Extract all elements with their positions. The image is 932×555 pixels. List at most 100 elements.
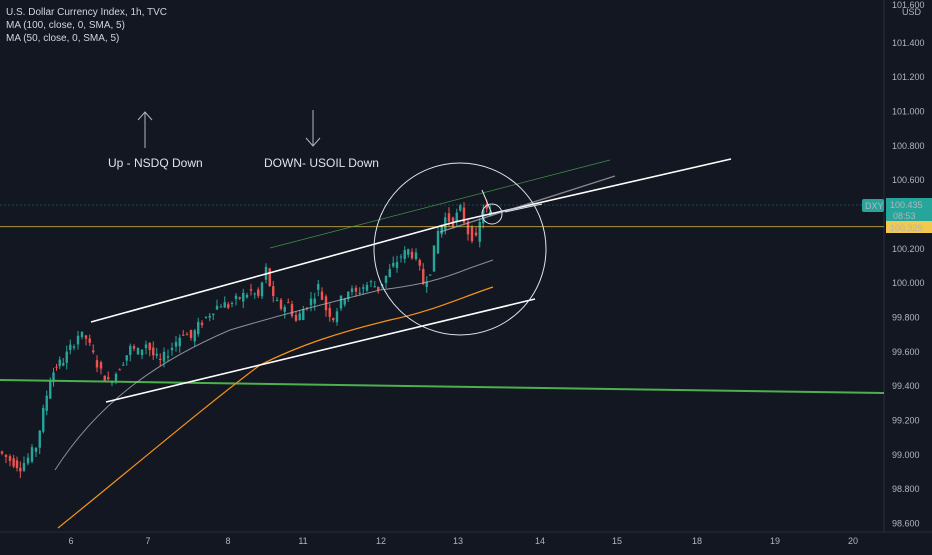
price-tick-label: 99.200: [892, 415, 920, 425]
pointer-arrow: [504, 203, 543, 213]
candle-body: [136, 347, 140, 355]
candle-body: [99, 362, 103, 369]
candle-body: [148, 342, 151, 351]
candle-body: [447, 213, 451, 222]
time-tick-label: 15: [612, 536, 622, 546]
time-tick-label: 8: [225, 536, 230, 546]
candle-body: [76, 335, 80, 345]
candle-body: [144, 344, 148, 349]
candle-body: [215, 305, 219, 310]
candle-body: [455, 212, 458, 222]
candle-body: [185, 334, 189, 336]
candle-body: [4, 454, 8, 457]
candle-body: [418, 260, 421, 266]
up-annotation: Up - NSDQ Down: [108, 156, 203, 170]
candle-body: [407, 249, 410, 255]
price-axis[interactable]: 101.400 101.200 101.000 100.800 100.600 100.2…: [892, 0, 925, 528]
time-tick-label: 12: [376, 536, 386, 546]
candle-body: [223, 302, 226, 308]
candle-body: [193, 330, 196, 342]
candle-body: [253, 293, 256, 295]
candle-body: [377, 286, 380, 291]
candle-body: [238, 297, 241, 299]
candle-body: [302, 309, 305, 321]
candle-body: [313, 298, 316, 304]
candle-body: [42, 407, 45, 432]
currency-label: USD: [902, 7, 922, 17]
candle-body: [189, 329, 193, 338]
candle-body: [197, 321, 200, 335]
candle-body: [257, 289, 260, 296]
line-price-badge-value: 100.329: [890, 223, 923, 233]
candle-body: [358, 292, 361, 294]
candle-body: [320, 291, 324, 300]
candle-body: [332, 318, 335, 321]
candle-body: [84, 335, 88, 339]
candle-body: [95, 360, 99, 368]
candle-body: [414, 252, 418, 260]
price-badge-value: 100.435: [890, 200, 923, 210]
ma100-line: [54, 259, 494, 471]
candle-body: [298, 313, 301, 321]
candle-body: [395, 262, 399, 269]
candle-body: [373, 286, 376, 288]
price-tick-label: 101.400: [892, 38, 925, 48]
candle-body: [12, 458, 15, 467]
time-axis[interactable]: 6 7 8 11 12 13 14 15 18 19 20: [68, 536, 858, 546]
line-price-badge: [886, 221, 932, 233]
candle-body: [0, 451, 4, 454]
price-tick-label: 101.600: [892, 0, 925, 10]
grey-trendline: [439, 175, 616, 233]
candle-body: [22, 463, 26, 471]
candle-body: [45, 395, 48, 411]
candle-body: [227, 304, 230, 308]
legend-ma50[interactable]: MA (50, close, 0, SMA, 5): [6, 33, 120, 44]
candle-body: [478, 221, 481, 242]
price-tick-label: 100.800: [892, 141, 925, 151]
candle-body: [403, 250, 406, 260]
legend-title[interactable]: U.S. Dollar Currency Index, 1h, TVC: [6, 7, 167, 18]
legend-ma100[interactable]: MA (100, close, 0, SMA, 5): [6, 20, 125, 31]
candle-body: [459, 205, 462, 211]
candle-body: [474, 232, 478, 236]
channel-lower-line: [105, 298, 536, 403]
candle-body: [55, 366, 58, 368]
candle-body: [110, 382, 114, 384]
candle-body: [399, 256, 403, 258]
up-arrow-head-icon: [137, 111, 153, 121]
candle-body: [279, 299, 283, 309]
candle-body: [132, 346, 136, 349]
candle-body: [362, 287, 365, 289]
price-tick-label: 101.200: [892, 72, 925, 82]
candle-body: [152, 347, 155, 356]
candle-body: [339, 295, 343, 309]
time-tick-label: 19: [770, 536, 780, 546]
price-badge: [886, 198, 932, 222]
price-tick-label: 98.800: [892, 484, 920, 494]
time-tick-label: 14: [535, 536, 545, 546]
candle-body: [343, 298, 346, 305]
pointer-line: [481, 189, 493, 215]
candle-body: [19, 467, 22, 472]
candle-body: [436, 231, 440, 254]
thin-green-trendline: [269, 159, 611, 249]
price-tick-label: 100.200: [892, 244, 925, 254]
candle-body: [275, 300, 279, 302]
candle-body: [212, 313, 215, 315]
candle-body: [129, 345, 132, 355]
candle-body: [200, 322, 204, 326]
legend: U.S. Dollar Currency Index, 1h, TVC MA (…: [6, 6, 167, 45]
time-tick-label: 11: [298, 536, 307, 546]
down-annotation: DOWN- USOIL Down: [264, 156, 379, 170]
candle-body: [182, 334, 185, 336]
symbol-badge: [862, 199, 884, 212]
time-tick-label: 20: [848, 536, 858, 546]
candle-body: [118, 369, 121, 371]
price-tick-label: 101.000: [892, 107, 925, 117]
candle-body: [242, 292, 245, 302]
candle-body: [234, 295, 238, 299]
candle-body: [354, 287, 358, 292]
